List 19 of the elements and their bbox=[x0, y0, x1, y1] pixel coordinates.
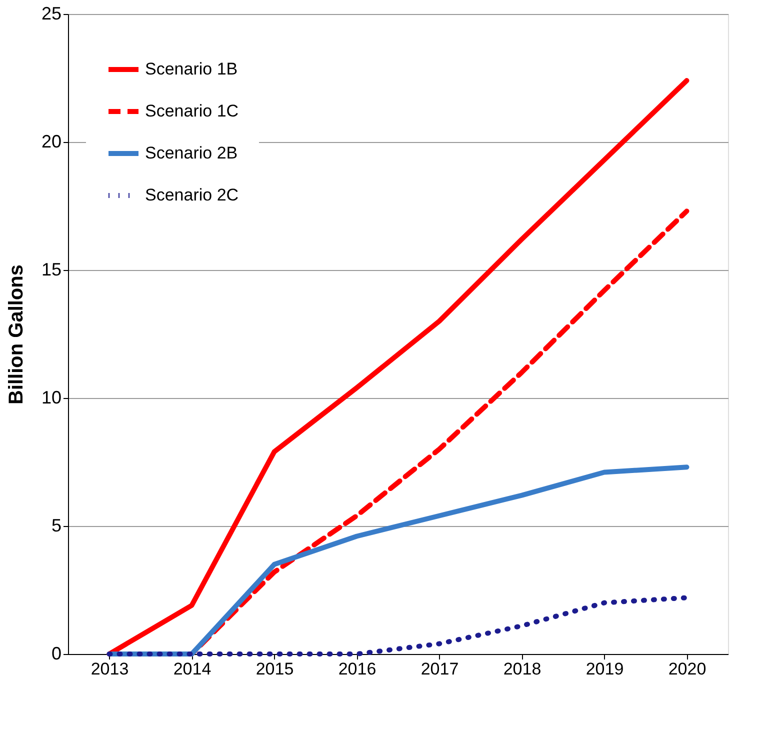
x-tick-label: 2014 bbox=[173, 660, 212, 678]
legend-label: Scenario 2B bbox=[145, 144, 238, 162]
y-axis-title: Billion Gallons bbox=[5, 264, 28, 405]
y-tick-label: 5 bbox=[51, 516, 62, 536]
legend-label: Scenario 2C bbox=[145, 186, 239, 204]
legend-label: Scenario 1B bbox=[145, 60, 238, 78]
x-tick-label: 2020 bbox=[668, 660, 706, 678]
y-tick-label: 20 bbox=[41, 132, 62, 152]
x-tick-label: 2017 bbox=[420, 660, 459, 678]
x-tick-label: 2019 bbox=[586, 660, 624, 678]
x-tick-label: 2015 bbox=[256, 660, 294, 678]
legend-label: Scenario 1C bbox=[145, 102, 239, 120]
y-tick-label: 0 bbox=[51, 644, 62, 664]
y-tick-label: 10 bbox=[41, 388, 62, 408]
y-tick-label: 25 bbox=[41, 4, 62, 24]
x-tick-label: 2013 bbox=[90, 660, 129, 678]
x-tick-label: 2016 bbox=[338, 660, 376, 678]
x-tick-label: 2018 bbox=[503, 660, 542, 678]
y-tick-label: 15 bbox=[41, 260, 62, 280]
